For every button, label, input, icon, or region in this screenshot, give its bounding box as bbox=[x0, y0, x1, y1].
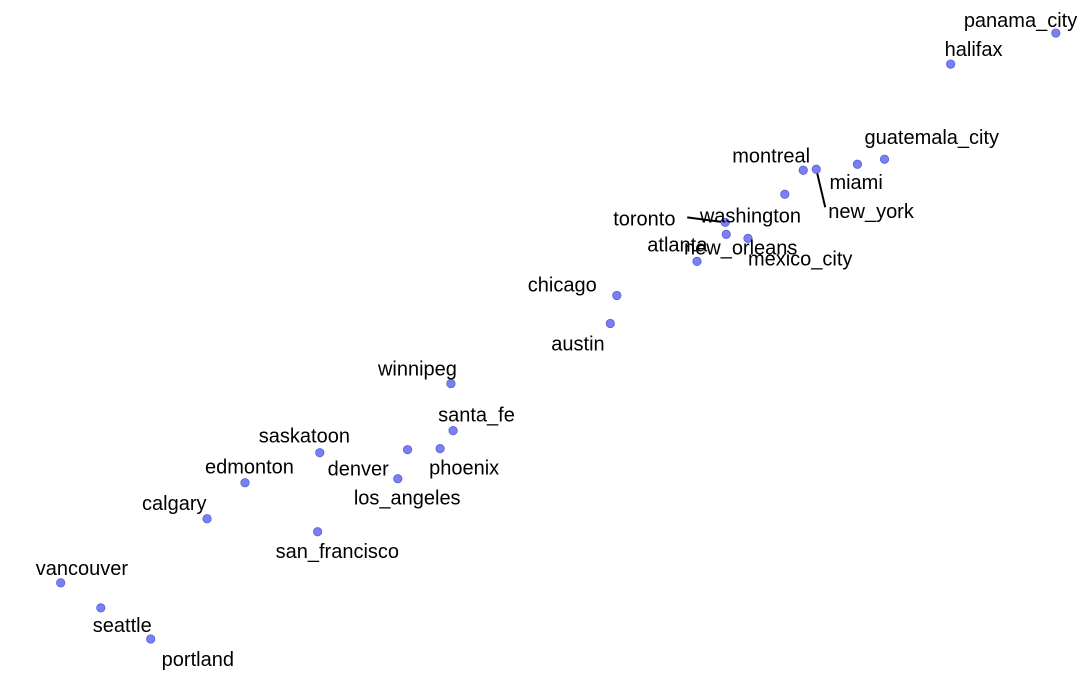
label-phoenix: phoenix bbox=[429, 458, 499, 480]
point-new-orleans bbox=[692, 256, 702, 266]
label-santa-fe: santa_fe bbox=[438, 405, 515, 427]
point-seattle bbox=[96, 603, 106, 613]
label-calgary: calgary bbox=[142, 493, 206, 515]
label-mexico-city: mexico_city bbox=[748, 248, 852, 270]
point-guatemala-city bbox=[879, 154, 890, 164]
point-los-angeles bbox=[393, 474, 403, 484]
point-chicago bbox=[612, 290, 622, 301]
label-austin: austin bbox=[551, 333, 604, 355]
label-denver: denver bbox=[328, 459, 389, 481]
point-mexico-city bbox=[743, 233, 753, 243]
point-edmonton bbox=[240, 478, 250, 488]
label-los-angeles: los_angeles bbox=[354, 488, 461, 510]
point-toronto bbox=[720, 217, 730, 227]
label-saskatoon: saskatoon bbox=[259, 426, 350, 448]
point-montreal bbox=[798, 165, 808, 175]
point-austin bbox=[605, 318, 615, 329]
point-panama-city bbox=[1051, 28, 1061, 38]
label-toronto: toronto bbox=[613, 208, 675, 230]
leader-lines bbox=[687, 169, 827, 224]
label-san-francisco: san_francisco bbox=[276, 541, 399, 563]
data-points bbox=[56, 28, 1061, 644]
label-portland: portland bbox=[162, 649, 234, 671]
point-vancouver bbox=[56, 578, 66, 588]
point-halifax bbox=[946, 59, 956, 69]
label-new-orleans: new_orleans bbox=[684, 237, 797, 259]
leader-line-new-york bbox=[815, 169, 827, 208]
point-winnipeg bbox=[446, 378, 456, 389]
label-winnipeg: winnipeg bbox=[377, 359, 457, 381]
label-seattle: seattle bbox=[93, 615, 152, 637]
point-santa-fe bbox=[448, 426, 458, 436]
point-atlanta bbox=[721, 229, 731, 239]
point-saskatoon bbox=[315, 448, 325, 458]
label-vancouver: vancouver bbox=[36, 558, 129, 580]
label-miami: miami bbox=[829, 172, 882, 194]
point-phoenix bbox=[435, 444, 445, 454]
label-atlanta: atlanta bbox=[647, 234, 708, 256]
point-denver bbox=[402, 445, 413, 455]
label-chicago: chicago bbox=[528, 274, 597, 296]
label-edmonton: edmonton bbox=[205, 457, 294, 479]
leader-line-toronto bbox=[687, 216, 726, 224]
label-halifax: halifax bbox=[945, 39, 1003, 61]
point-washington bbox=[780, 189, 790, 199]
label-montreal: montreal bbox=[732, 145, 810, 167]
label-panama-city: panama_city bbox=[964, 10, 1077, 32]
point-new-york bbox=[811, 164, 821, 174]
label-washington: washington bbox=[699, 205, 801, 227]
point-calgary bbox=[202, 514, 212, 524]
label-guatemala-city: guatemala_city bbox=[865, 127, 1000, 149]
point-portland bbox=[146, 634, 156, 644]
label-new-york: new_york bbox=[828, 201, 915, 223]
point-san-francisco bbox=[313, 527, 323, 537]
point-miami bbox=[852, 159, 863, 169]
